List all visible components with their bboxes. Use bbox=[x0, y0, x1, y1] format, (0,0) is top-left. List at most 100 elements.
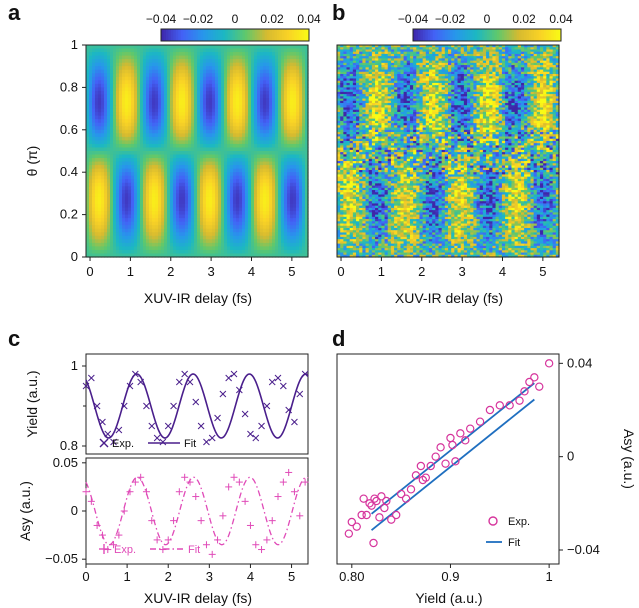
heatmap-cell bbox=[260, 151, 264, 156]
heatmap-cell bbox=[281, 105, 285, 110]
heatmap-cell bbox=[125, 204, 129, 209]
heatmap-cell bbox=[164, 211, 168, 216]
heatmap-cell bbox=[173, 189, 177, 194]
heatmap-cell bbox=[284, 225, 288, 230]
heatmap-cell bbox=[221, 189, 225, 194]
heatmap-cell bbox=[227, 200, 231, 205]
heatmap-cell bbox=[149, 161, 153, 166]
heatmap-cell bbox=[206, 133, 210, 138]
heatmap-cell bbox=[95, 158, 99, 163]
heatmap-cell bbox=[152, 119, 156, 124]
heatmap-cell bbox=[98, 147, 102, 152]
heatmap-cell bbox=[143, 168, 147, 173]
heatmap-cell bbox=[140, 172, 144, 177]
heatmap-cell bbox=[272, 211, 276, 216]
heatmap-cell bbox=[254, 158, 258, 163]
heatmap-cell bbox=[287, 225, 291, 230]
heatmap-cell bbox=[176, 186, 180, 191]
heatmap-cell bbox=[95, 225, 99, 230]
heatmap-cell bbox=[164, 193, 168, 198]
heatmap-cell bbox=[182, 108, 186, 113]
heatmap-cell bbox=[245, 189, 249, 194]
colorbar-cell bbox=[262, 29, 266, 41]
heatmap-cell bbox=[224, 189, 228, 194]
heatmap-cell bbox=[188, 119, 192, 124]
heatmap-cell bbox=[143, 105, 147, 110]
heatmap-cell bbox=[257, 158, 261, 163]
colorbar-b: −0.04 −0.02 0 0.02 0.04 bbox=[398, 12, 573, 42]
heatmap-cell bbox=[200, 136, 204, 141]
heatmap-cell bbox=[224, 101, 228, 106]
heatmap-cell bbox=[293, 218, 297, 223]
heatmap-cell bbox=[293, 158, 297, 163]
heatmap-cell bbox=[110, 211, 114, 216]
heatmap-cell bbox=[104, 83, 108, 88]
heatmap-cell bbox=[257, 52, 261, 57]
heatmap-cell bbox=[173, 214, 177, 219]
heatmap-cell bbox=[143, 83, 147, 88]
heatmap-cell bbox=[236, 90, 240, 96]
heatmap-cell bbox=[305, 161, 309, 166]
heatmap-cell bbox=[290, 214, 294, 219]
heatmap-cell bbox=[173, 76, 177, 81]
heatmap-cell bbox=[188, 196, 192, 202]
heatmap-cell bbox=[203, 221, 207, 226]
heatmap-cell bbox=[95, 165, 99, 170]
heatmap-cell bbox=[278, 48, 282, 53]
heatmap-cell bbox=[167, 55, 171, 60]
heatmap-cell bbox=[179, 221, 183, 226]
heatmap-cell bbox=[149, 172, 153, 177]
heatmap-cell bbox=[164, 59, 168, 64]
heatmap-cell bbox=[92, 108, 96, 113]
colorbar-cell bbox=[239, 29, 243, 41]
heatmap-cell bbox=[161, 211, 165, 216]
heatmap-cell bbox=[230, 129, 234, 134]
heatmap-cell bbox=[185, 101, 189, 106]
heatmap-cell bbox=[131, 73, 135, 78]
heatmap-cell bbox=[212, 136, 216, 141]
heatmap-cell bbox=[218, 218, 222, 223]
heatmap-cell bbox=[305, 48, 309, 53]
heatmap-cell bbox=[107, 69, 111, 74]
heatmap-cell bbox=[200, 76, 204, 81]
heatmap-cell bbox=[200, 196, 204, 202]
heatmap-cell bbox=[131, 211, 135, 216]
heatmap-cell bbox=[116, 175, 120, 180]
heatmap-cell bbox=[272, 87, 276, 92]
colorbar-cell bbox=[170, 29, 174, 41]
heatmap-cell bbox=[122, 218, 126, 223]
heatmap-cell bbox=[146, 193, 150, 198]
heatmap-cell bbox=[290, 200, 294, 205]
heatmap-cell bbox=[305, 165, 309, 170]
heatmap-cell bbox=[245, 48, 249, 53]
heatmap-cell bbox=[146, 55, 150, 60]
heatmap-cell bbox=[131, 189, 135, 194]
heatmap-cell bbox=[281, 98, 285, 103]
heatmap-cell bbox=[185, 186, 189, 191]
heatmap-cell bbox=[275, 76, 279, 81]
heatmap-cell bbox=[221, 175, 225, 180]
heatmap-cell bbox=[95, 48, 99, 53]
heatmap-cell bbox=[182, 211, 186, 216]
heatmap-cell bbox=[86, 129, 90, 134]
heatmap-cell bbox=[284, 122, 288, 127]
heatmap-cell bbox=[302, 55, 306, 60]
heatmap-cell bbox=[245, 151, 249, 156]
heatmap-cell bbox=[200, 45, 204, 50]
heatmap-cell bbox=[251, 105, 255, 110]
heatmap-cell bbox=[257, 126, 261, 131]
heatmap-cell bbox=[116, 193, 120, 198]
heatmap-cell bbox=[122, 196, 126, 202]
heatmap-cell bbox=[146, 101, 150, 106]
heatmap-cell bbox=[296, 161, 300, 166]
heatmap-cell bbox=[89, 221, 93, 226]
heatmap-cell bbox=[224, 196, 228, 202]
heatmap-cell bbox=[299, 76, 303, 81]
heatmap-cell bbox=[275, 133, 279, 138]
heatmap-cell bbox=[107, 211, 111, 216]
heatmap-cell bbox=[188, 189, 192, 194]
heatmap-cell bbox=[104, 112, 108, 117]
heatmap-cell bbox=[119, 168, 123, 173]
heatmap-cell bbox=[206, 200, 210, 205]
heatmap-cell bbox=[167, 115, 171, 120]
